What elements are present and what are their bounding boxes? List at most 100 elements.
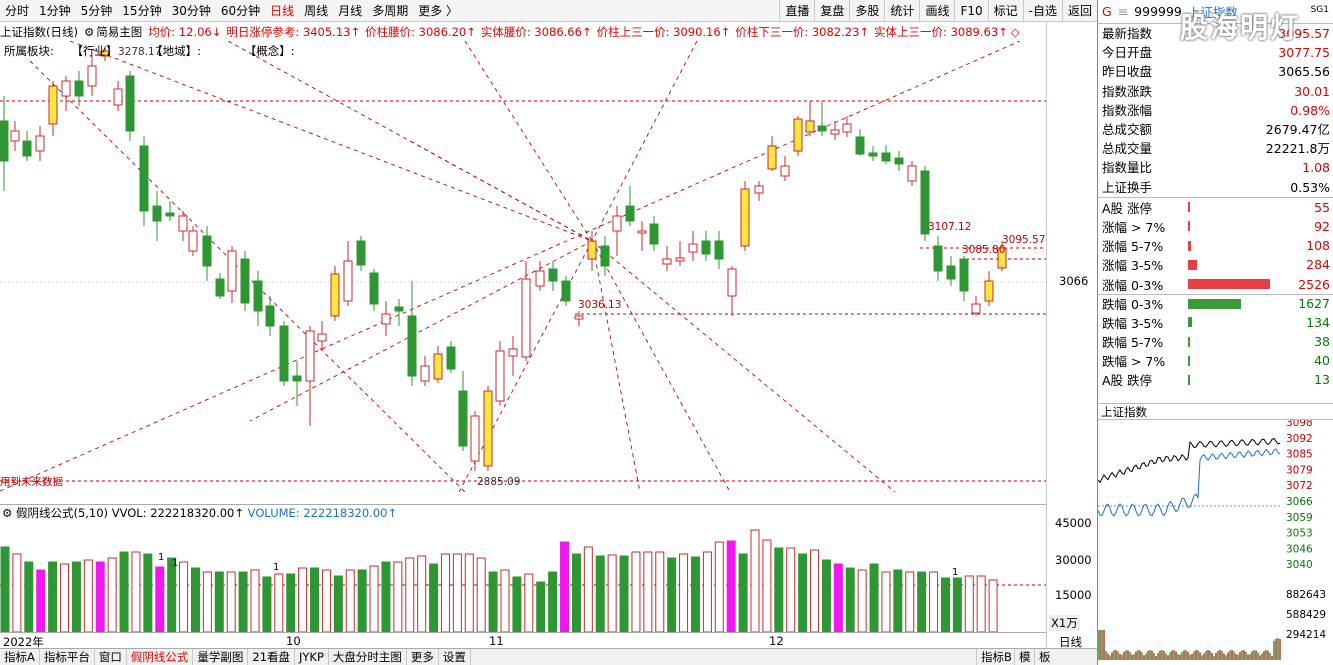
volume-bar: [131, 551, 141, 632]
volume-bar: [631, 551, 641, 632]
candle-body: [215, 278, 225, 297]
mini-vol-label: 882643: [1286, 589, 1326, 601]
menu-icon[interactable]: ≡: [1117, 4, 1129, 19]
toolbar-button-7[interactable]: -自选: [1022, 0, 1062, 22]
bottom-tab-8[interactable]: 更多: [407, 649, 439, 665]
label-3107: 3107.12: [928, 221, 971, 233]
intraday-mini-chart[interactable]: 3098 3092 3085 3079 3072 3066 3059 3053 3046 3040…: [1098, 420, 1333, 665]
breadth-value: 134: [1306, 314, 1330, 330]
toolbar-button-0[interactable]: 直播: [779, 0, 814, 22]
volume-bar: [250, 569, 260, 632]
period-tab-1[interactable]: 1分钟: [39, 3, 71, 18]
g-icon: G: [1102, 4, 1112, 19]
toolbar-button-1[interactable]: 复盘: [814, 0, 849, 22]
diamond-icon[interactable]: ◇: [1010, 24, 1020, 39]
candle-body: [292, 375, 302, 382]
quote-header: G ≡ 999999 上证指数 SG1: [1098, 0, 1333, 24]
breadth-bar: [1188, 355, 1190, 366]
volume-bar: [595, 555, 605, 632]
bottom-tab-3[interactable]: 假阴线公式: [127, 649, 194, 665]
main-formula-name[interactable]: 简易主图: [96, 24, 143, 39]
volume-bar: [238, 571, 248, 632]
toolbar-button-4[interactable]: 画线: [919, 0, 954, 22]
concept-label[interactable]: 【概念】:: [244, 44, 295, 58]
period-tab-2[interactable]: 5分钟: [80, 3, 113, 18]
period-tab-9[interactable]: 多周期: [372, 3, 409, 18]
candle-body: [881, 152, 891, 162]
breadth-bar: [1188, 259, 1197, 270]
candle-body: [842, 123, 852, 133]
bottom-tab-4[interactable]: 量学副图: [193, 649, 249, 665]
toolbar-button-3[interactable]: 统计: [884, 0, 919, 22]
volume-bar: [738, 553, 748, 632]
candle-body: [305, 330, 315, 382]
candle-body: [265, 305, 275, 327]
breadth-row: A股 涨停 55: [1098, 198, 1333, 217]
candle-body: [178, 215, 188, 232]
toolbar-button-6[interactable]: 标记: [987, 0, 1023, 22]
mini-axis-label: 3059: [1286, 512, 1313, 524]
formula-name[interactable]: 假阴线公式(5,10): [15, 506, 109, 520]
breadth-row: 涨幅 3-5% 284: [1098, 255, 1333, 274]
region-label[interactable]: 【地域】:: [151, 44, 202, 58]
breadth-value: 40: [1314, 353, 1330, 369]
volume-bar: [952, 577, 962, 632]
period-tab-7[interactable]: 周线: [304, 3, 329, 18]
bottom-right-tab-1[interactable]: 模: [1014, 649, 1035, 665]
mini-avg-line: [1098, 448, 1281, 517]
gear-icon[interactable]: ⚙: [83, 24, 95, 39]
bottom-tab-2[interactable]: 窗口: [95, 649, 127, 665]
bottom-tab-7[interactable]: 大盘分时主图: [329, 649, 407, 665]
breadth-bar: [1188, 336, 1190, 347]
quote-key: 总成交额: [1102, 121, 1153, 137]
volume-bar: [690, 556, 700, 632]
bottom-tab-0[interactable]: 指标A: [0, 649, 40, 665]
period-tab-6[interactable]: 日线: [270, 3, 295, 18]
breadth-row: 跌幅 > 7% 40: [1098, 351, 1333, 370]
candle-body: [394, 306, 404, 312]
toolbar-button-8[interactable]: 返回: [1061, 0, 1097, 22]
bottom-tab-5[interactable]: 21看盘: [248, 649, 296, 665]
period-tab-4[interactable]: 30分钟: [171, 3, 211, 18]
bottom-tab-1[interactable]: 指标平台: [40, 649, 95, 665]
date-label-oct: 10: [286, 634, 301, 648]
breadth-value: 284: [1306, 257, 1330, 273]
bottom-tab-9[interactable]: 设置: [439, 649, 471, 665]
volume-bar: [393, 561, 403, 632]
volume-bar: [24, 561, 34, 632]
period-tab-10[interactable]: 更多 〉: [418, 3, 459, 18]
candle-body: [433, 353, 443, 380]
bottom-right-tab-2[interactable]: 板: [1034, 649, 1055, 665]
candle-body: [369, 272, 379, 305]
candle-body: [817, 125, 827, 132]
candle-body: [470, 415, 480, 462]
volume-bar: [488, 571, 498, 632]
label-3036: 3036.13: [578, 299, 621, 311]
industry-label[interactable]: 【行业】: [71, 44, 118, 58]
volume-bar: [679, 553, 689, 632]
gear-icon[interactable]: ⚙: [2, 506, 13, 520]
watermark-text: 股海明灯: [1180, 11, 1301, 44]
bottom-right-tab-0[interactable]: 指标B: [976, 649, 1016, 665]
volume-bar: [298, 567, 308, 632]
candle-body: [600, 245, 610, 267]
volume-bar: [810, 549, 820, 632]
volume-bar: [940, 577, 950, 632]
volume-bar: [893, 569, 903, 632]
volume-bar: [357, 569, 367, 632]
bottom-tab-6[interactable]: JYKP: [295, 649, 329, 665]
label-3085: 3085.80: [962, 244, 1005, 256]
volume-chart[interactable]: 11 1 1: [0, 520, 1046, 632]
volume-bar: [750, 529, 760, 632]
fan-line: [591, 240, 896, 493]
period-tab-5[interactable]: 60分钟: [220, 3, 261, 18]
period-tab-0[interactable]: 分时: [5, 3, 30, 18]
toolbar-button-2[interactable]: 多股: [849, 0, 884, 22]
period-tab-8[interactable]: 月线: [338, 3, 363, 18]
chart-name: 上证指数(日线): [0, 24, 78, 39]
period-tab-3[interactable]: 15分钟: [122, 3, 162, 18]
volume-bar: [262, 576, 272, 632]
candle-body: [805, 120, 815, 133]
toolbar-button-5[interactable]: F10: [954, 0, 987, 22]
